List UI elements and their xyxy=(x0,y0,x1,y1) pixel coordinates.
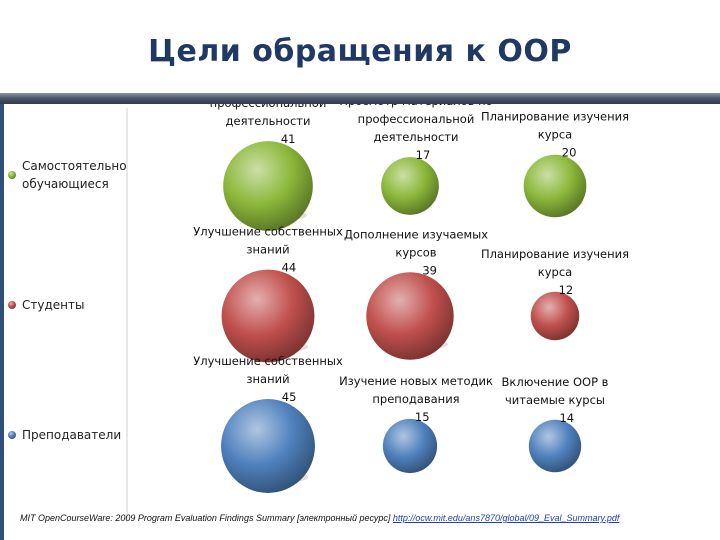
bubble xyxy=(528,419,582,473)
bubble-label: Планирование изучения курса xyxy=(481,247,629,279)
bubble-value: 39 xyxy=(422,263,437,277)
bubble-value: 14 xyxy=(559,411,574,425)
bubble-label: Дополнение изучаемых курсов xyxy=(344,227,488,259)
bubble-label: Планирование изучения курса xyxy=(481,110,629,142)
bubble-label: Изучение новых методик преподавания xyxy=(339,374,493,406)
legend-marker xyxy=(8,431,16,439)
category-label: Самостоятельно обучающиеся xyxy=(22,159,127,191)
legend-marker xyxy=(8,171,16,179)
legend-marker xyxy=(8,301,16,309)
bubble-value: 44 xyxy=(282,261,297,275)
bubble xyxy=(223,141,313,231)
bubble xyxy=(382,418,438,474)
bubble-label: Включение ООР в читаемые курсы xyxy=(502,375,609,407)
bubble xyxy=(221,269,315,363)
bubble xyxy=(523,154,587,218)
bubble-value: 12 xyxy=(559,283,574,297)
bubble xyxy=(221,399,315,493)
source-footer-link[interactable]: http://ocw.mit.edu/ans7870/global/09_Eva… xyxy=(392,513,620,523)
bubble xyxy=(366,272,454,360)
bubble xyxy=(530,291,580,341)
bubble-label: Улучшение собственных знаний xyxy=(193,354,343,386)
bubble-label: Просмотр материалов попрофессиональнойде… xyxy=(339,104,492,144)
bubble-value: 17 xyxy=(416,148,431,162)
title-divider-band xyxy=(0,93,720,104)
bubble-value: 41 xyxy=(281,132,296,146)
bubble xyxy=(381,157,439,215)
slide-title: Цели обращения к ООР xyxy=(148,34,572,69)
left-edge-stripe xyxy=(0,104,4,540)
category-label: Студенты xyxy=(22,298,84,312)
bubble-label: Улучшение собственных знаний xyxy=(193,225,343,257)
bubble-value: 15 xyxy=(415,410,430,424)
bubble-label: Изучение курсов, не попрофессиональнойде… xyxy=(197,104,339,128)
category-label: Преподаватели xyxy=(22,428,121,442)
source-footer-text: MIT OpenCourseWare: 2009 Program Evaluat… xyxy=(20,513,391,523)
source-footer: MIT OpenCourseWare: 2009 Program Evaluat… xyxy=(20,513,710,523)
bubble-value: 45 xyxy=(282,390,297,404)
bubble-value: 20 xyxy=(562,146,577,160)
